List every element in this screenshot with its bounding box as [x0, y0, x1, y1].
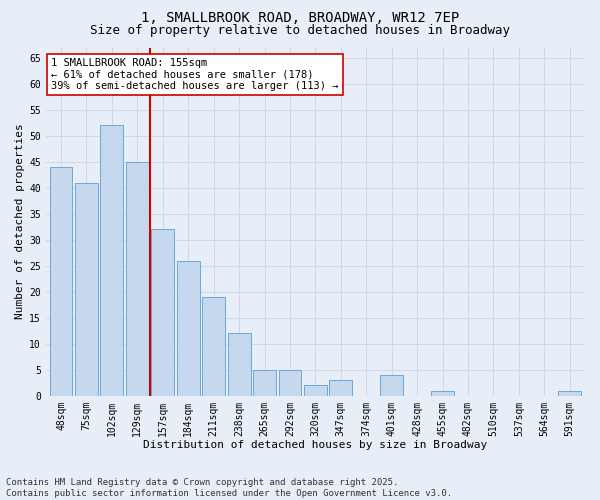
Bar	[278, 370, 301, 396]
Bar	[329, 380, 352, 396]
Bar	[126, 162, 149, 396]
Text: 1, SMALLBROOK ROAD, BROADWAY, WR12 7EP: 1, SMALLBROOK ROAD, BROADWAY, WR12 7EP	[141, 12, 459, 26]
Bar	[100, 126, 124, 396]
Bar	[227, 334, 251, 396]
Bar	[558, 390, 581, 396]
Bar	[151, 230, 174, 396]
Bar	[431, 390, 454, 396]
Bar	[253, 370, 276, 396]
Bar	[304, 386, 327, 396]
Bar	[380, 375, 403, 396]
Bar	[75, 182, 98, 396]
Text: Size of property relative to detached houses in Broadway: Size of property relative to detached ho…	[90, 24, 510, 37]
Text: Contains HM Land Registry data © Crown copyright and database right 2025.
Contai: Contains HM Land Registry data © Crown c…	[6, 478, 452, 498]
X-axis label: Distribution of detached houses by size in Broadway: Distribution of detached houses by size …	[143, 440, 488, 450]
Y-axis label: Number of detached properties: Number of detached properties	[15, 124, 25, 320]
Bar	[50, 167, 73, 396]
Text: 1 SMALLBROOK ROAD: 155sqm
← 61% of detached houses are smaller (178)
39% of semi: 1 SMALLBROOK ROAD: 155sqm ← 61% of detac…	[51, 58, 338, 91]
Bar	[202, 297, 225, 396]
Bar	[177, 260, 200, 396]
